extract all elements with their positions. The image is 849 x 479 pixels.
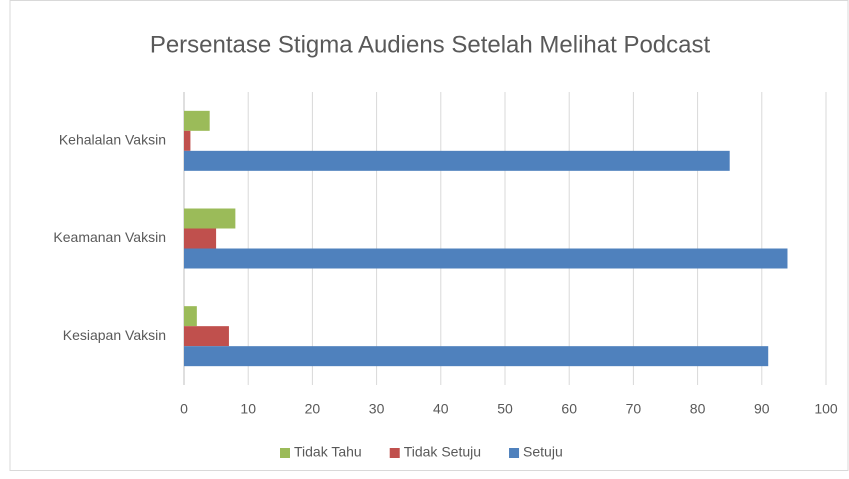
x-tick-label: 40 — [433, 401, 449, 417]
legend-swatch — [280, 448, 290, 458]
x-tick-label: 50 — [497, 401, 513, 417]
chart-border — [9, 0, 849, 471]
bar — [184, 130, 191, 151]
legend-label: Tidak Tahu — [294, 444, 362, 460]
bar — [184, 150, 730, 171]
x-tick-label: 100 — [814, 401, 838, 417]
x-tick-label: 60 — [561, 401, 577, 417]
legend-label: Tidak Setuju — [404, 444, 481, 460]
legend-swatch — [389, 448, 400, 458]
bar — [184, 326, 229, 347]
x-tick-label: 80 — [690, 401, 706, 417]
bar — [184, 248, 788, 269]
bar — [184, 306, 197, 327]
legend-label: Setuju — [523, 444, 563, 460]
x-tick-label: 10 — [240, 401, 256, 417]
x-tick-label: 30 — [369, 401, 385, 417]
x-tick-label: 0 — [180, 401, 188, 417]
chart-title: Persentase Stigma Audiens Setelah Meliha… — [150, 31, 711, 58]
x-tick-label: 90 — [754, 401, 770, 417]
bar — [184, 208, 236, 229]
x-tick-label: 20 — [305, 401, 321, 417]
y-tick-label: Kehalalan Vaksin — [59, 132, 166, 148]
bar — [184, 228, 217, 249]
bar — [184, 110, 210, 131]
legend-swatch — [509, 448, 520, 458]
y-tick-label: Keamanan Vaksin — [53, 229, 166, 245]
y-tick-label: Kesiapan Vaksin — [63, 327, 166, 343]
x-tick-label: 70 — [626, 401, 642, 417]
bar — [184, 346, 769, 367]
